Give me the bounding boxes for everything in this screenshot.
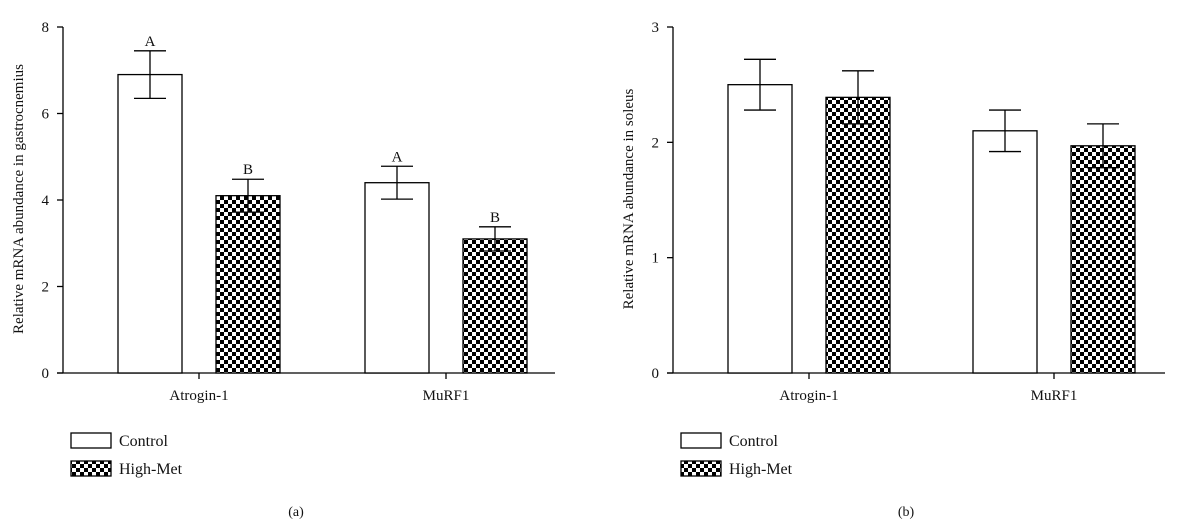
bar-high-met [462,238,528,374]
legend-swatch-high-met [70,460,112,477]
legend-swatch-high-met [680,460,722,477]
x-tick-label: MuRF1 [1031,388,1078,404]
error-bar [381,165,413,200]
error-bar [1087,123,1119,169]
legend-label-control: Control [729,433,778,450]
y-tick-label: 0 [42,366,50,382]
legend-label-control: Control [119,433,168,450]
y-axis-title: Relative mRNA abundance in gastrocnemius [11,64,27,334]
bar-high-met [215,195,281,374]
y-tick-label: 2 [652,135,660,151]
y-tick-label: 6 [42,107,50,123]
legend-label-high-met: High-Met [729,461,793,478]
y-tick-label: 4 [42,193,50,209]
y-axis-title: Relative mRNA abundance in soleus [621,88,637,309]
category-labels: Atrogin-1 MuRF1 [779,373,1077,404]
chart-panel-a: Relative mRNA abundance in gastrocnemius… [11,20,555,520]
y-axis-ticks: 0 1 2 3 [652,20,673,382]
bars [727,58,1136,374]
y-axis-ticks: 0 2 4 6 8 [42,20,63,382]
bar-control [727,84,793,374]
error-bar [744,58,776,111]
bar-control [364,182,430,374]
x-tick-label: Atrogin-1 [169,388,228,404]
significance-letter: B [490,210,500,226]
error-bar [842,70,874,125]
bar-high-met [825,96,891,374]
bar-control [972,130,1038,374]
error-bar [989,109,1021,153]
bar-high-met [1070,145,1136,374]
y-tick-label: 3 [652,20,660,36]
legend-label-high-met: High-Met [119,461,183,478]
bar-control [117,73,183,374]
error-bar [134,50,166,100]
panel-label: (a) [288,505,304,520]
significance-letter: A [145,34,156,50]
significance-letter: A [392,149,403,165]
legend: Control High-Met [680,432,793,478]
y-tick-label: 2 [42,280,50,296]
error-bar [232,178,264,213]
bars: A B A B [117,34,528,374]
legend-swatch-control [70,432,112,449]
legend-swatch-control [680,432,722,449]
category-labels: Atrogin-1 MuRF1 [169,373,469,404]
chart-panel-b: Relative mRNA abundance in soleus 0 1 2 3 A… [621,20,1165,520]
y-tick-label: 8 [42,20,50,36]
x-tick-label: MuRF1 [423,388,470,404]
panel-label: (b) [898,505,915,520]
x-tick-label: Atrogin-1 [779,388,838,404]
y-tick-label: 1 [652,251,660,267]
legend: Control High-Met [70,432,183,478]
error-bar [479,226,511,252]
y-tick-label: 0 [652,366,660,382]
significance-letter: B [243,162,253,178]
